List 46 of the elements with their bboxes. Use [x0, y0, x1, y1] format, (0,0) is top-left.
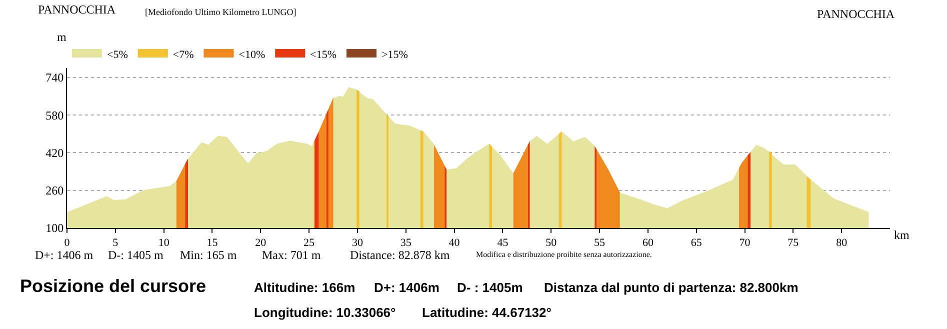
x-tick-label: 30: [352, 237, 364, 250]
y-tick-label: 260: [46, 184, 64, 198]
x-tick-label: 60: [642, 237, 654, 250]
x-tick-label: 80: [836, 237, 848, 250]
x-tick-label: 70: [739, 237, 751, 250]
x-axis-title: km: [894, 228, 910, 242]
y-tick-label: 420: [46, 146, 64, 160]
text: D- : 1405m: [457, 280, 523, 295]
text: Min: 165 m: [180, 248, 238, 262]
x-tick-label: 45: [497, 237, 509, 250]
x-tick-label: 50: [546, 237, 558, 250]
text: Latitudine: 44.67132°: [422, 305, 552, 320]
text: D+: 1406m: [374, 280, 440, 295]
y-axis-title: m: [57, 30, 67, 44]
x-tick-label: 35: [400, 237, 412, 250]
text: Modifica e distribuzione proibite senza autorizzazione.: [476, 250, 652, 259]
legend-label: >15%: [382, 48, 408, 61]
x-tick-label: 65: [690, 237, 702, 250]
x-tick-label: 0: [64, 237, 70, 250]
text: Longitudine: 10.33066°: [254, 305, 396, 320]
text: Max: 701 m: [262, 248, 322, 262]
chart-subtitle: [Mediofondo Ultimo Kilometro LUNGO]: [145, 7, 296, 17]
legend-label: <5%: [107, 48, 128, 61]
y-tick-label: 580: [46, 108, 64, 122]
x-tick-label: 25: [304, 237, 316, 250]
text: Distance: 82.878 km: [350, 248, 450, 262]
x-tick-label: 20: [255, 237, 267, 250]
point: [594, 146, 597, 150]
x-tick-label: 40: [448, 237, 460, 250]
chart-title: PANNOCCHIA: [38, 2, 116, 16]
y-tick-label: 100: [46, 221, 64, 236]
text: Distanza dal punto di partenza: 82.800km: [544, 280, 798, 295]
x-tick-label: 15: [206, 237, 218, 250]
x-tick-label: 5: [112, 237, 119, 250]
x-tick-label: 55: [594, 237, 606, 250]
y-tick-label: 740: [46, 70, 64, 85]
legend-label: <10%: [238, 48, 266, 61]
text: PANNOCCHIA: [817, 7, 895, 21]
legend-label: <7%: [172, 48, 194, 61]
text: D-: 1405 m: [108, 248, 164, 262]
x-tick-label: 10: [158, 237, 170, 250]
text: Altitudine: 166m: [254, 280, 356, 295]
text: Posizione del cursore: [20, 276, 206, 296]
text: D+: 1406 m: [35, 248, 94, 262]
x-tick-label: 75: [788, 237, 800, 250]
legend-label: <15%: [310, 48, 336, 61]
